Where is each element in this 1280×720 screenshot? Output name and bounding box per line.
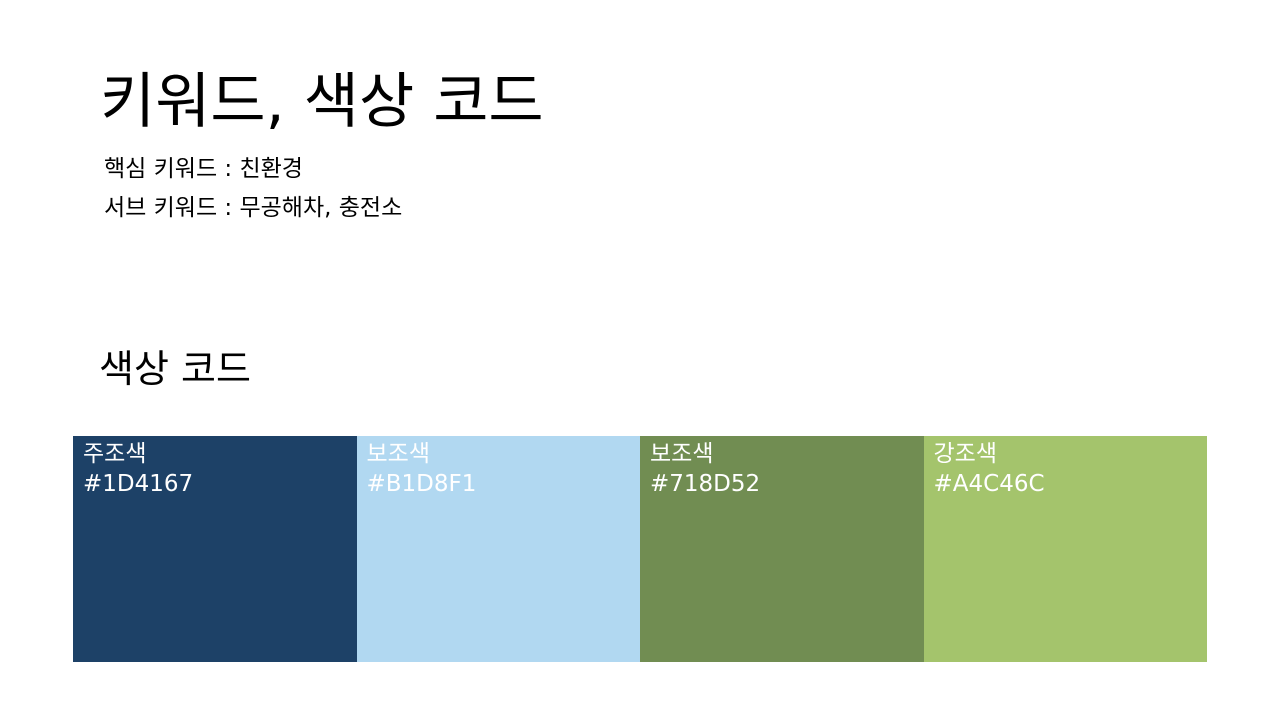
- color-code-heading: 색상 코드: [99, 347, 251, 391]
- color-swatch-secondary-1: 보조색 #B1D8F1: [356, 436, 640, 662]
- main-keyword: 핵심 키워드 : 친환경: [104, 156, 303, 182]
- swatch-code: #718D52: [650, 471, 761, 497]
- color-palette: 주조색 #1D4167 보조색 #B1D8F1 보조색 #718D52 강조색 …: [73, 436, 1207, 662]
- swatch-name: 강조색: [933, 441, 997, 467]
- slide-title: 키워드, 색상 코드: [100, 67, 544, 137]
- sub-keyword: 서브 키워드 : 무공해차, 충전소: [104, 195, 403, 221]
- swatch-name: 보조색: [366, 441, 430, 467]
- swatch-code: #B1D8F1: [366, 471, 477, 497]
- swatch-name: 보조색: [650, 441, 714, 467]
- color-swatch-secondary-2: 보조색 #718D52: [640, 436, 924, 662]
- keyword-list: 핵심 키워드 : 친환경 서브 키워드 : 무공해차, 충전소: [104, 150, 402, 228]
- color-swatch-accent: 강조색 #A4C46C: [923, 436, 1207, 662]
- swatch-code: #A4C46C: [933, 471, 1045, 497]
- color-swatch-primary: 주조색 #1D4167: [73, 436, 357, 662]
- swatch-name: 주조색: [83, 441, 147, 467]
- swatch-code: #1D4167: [83, 471, 194, 497]
